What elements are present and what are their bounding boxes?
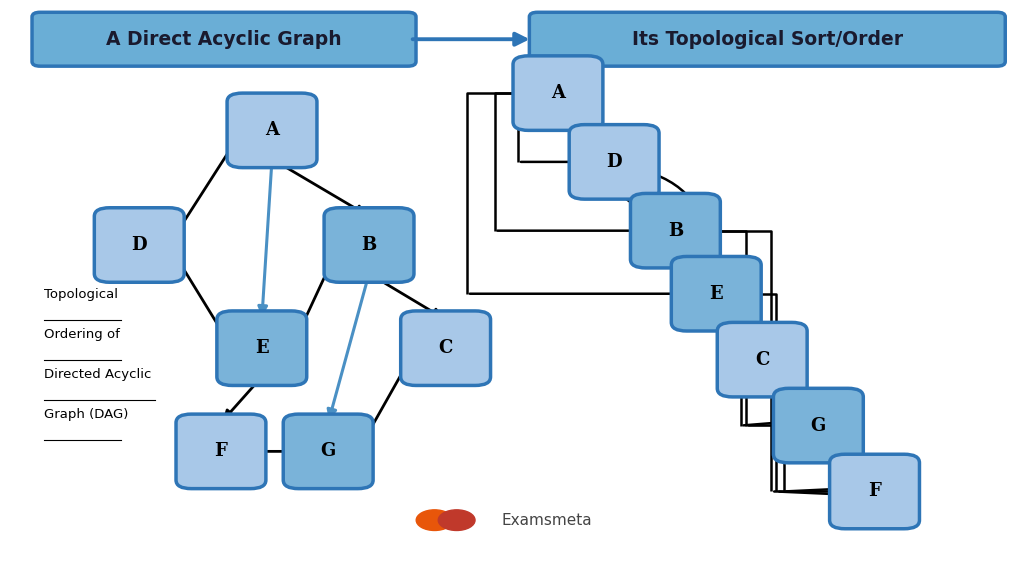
- Text: Examsmeta: Examsmeta: [502, 513, 593, 528]
- FancyBboxPatch shape: [529, 12, 1006, 66]
- FancyBboxPatch shape: [829, 454, 920, 529]
- Circle shape: [438, 510, 475, 530]
- Text: Graph (DAG): Graph (DAG): [44, 408, 129, 422]
- FancyBboxPatch shape: [176, 414, 266, 488]
- Text: Ordering of: Ordering of: [44, 328, 120, 341]
- Text: E: E: [710, 285, 723, 303]
- Text: B: B: [668, 222, 683, 240]
- FancyBboxPatch shape: [284, 414, 373, 488]
- Text: G: G: [811, 416, 826, 434]
- Text: A Direct Acyclic Graph: A Direct Acyclic Graph: [106, 30, 342, 49]
- FancyBboxPatch shape: [569, 124, 659, 199]
- FancyBboxPatch shape: [717, 323, 807, 397]
- FancyBboxPatch shape: [32, 12, 416, 66]
- Text: Directed Acyclic: Directed Acyclic: [44, 368, 152, 381]
- FancyBboxPatch shape: [631, 194, 720, 268]
- Text: Directed Acyclic: Directed Acyclic: [44, 368, 152, 381]
- Text: Topological: Topological: [44, 288, 119, 301]
- FancyBboxPatch shape: [217, 311, 307, 385]
- Text: D: D: [606, 153, 622, 171]
- Text: F: F: [214, 442, 227, 460]
- FancyBboxPatch shape: [324, 208, 414, 282]
- Text: Graph (DAG): Graph (DAG): [44, 408, 129, 422]
- Text: A: A: [265, 122, 279, 139]
- Text: A: A: [551, 84, 565, 102]
- Text: Ordering of: Ordering of: [44, 328, 120, 341]
- FancyBboxPatch shape: [94, 208, 184, 282]
- FancyBboxPatch shape: [672, 256, 761, 331]
- Text: B: B: [361, 236, 377, 254]
- Text: G: G: [321, 442, 336, 460]
- Text: E: E: [255, 339, 268, 357]
- Text: C: C: [755, 351, 769, 369]
- Circle shape: [416, 510, 453, 530]
- Text: Its Topological Sort/Order: Its Topological Sort/Order: [632, 30, 903, 49]
- FancyBboxPatch shape: [773, 388, 863, 463]
- Text: C: C: [438, 339, 453, 357]
- Text: D: D: [131, 236, 147, 254]
- FancyBboxPatch shape: [227, 93, 317, 168]
- FancyBboxPatch shape: [400, 311, 490, 385]
- Text: F: F: [868, 483, 881, 501]
- Text: Topological: Topological: [44, 288, 119, 301]
- FancyBboxPatch shape: [513, 56, 603, 130]
